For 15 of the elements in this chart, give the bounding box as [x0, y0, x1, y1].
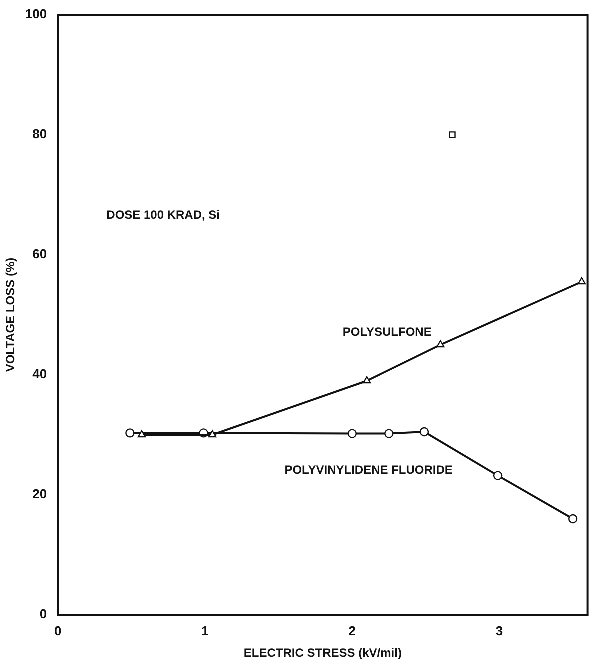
- series-label: POLYSULFONE: [342, 325, 432, 339]
- y-tick-label: 20: [32, 486, 48, 502]
- y-tick-label: 0: [40, 606, 48, 622]
- annotation: DOSE 100 KRAD, Si: [106, 208, 220, 222]
- y-tick-label: 60: [32, 246, 48, 262]
- y-tick-label: 80: [32, 126, 48, 142]
- x-tick-label: 0: [54, 623, 62, 638]
- x-tick-label: 3: [496, 623, 504, 638]
- y-axis-title: VOLTAGE LOSS (%): [4, 258, 18, 372]
- y-tick-label: 40: [32, 366, 48, 382]
- x-tick-label: 1: [202, 623, 209, 638]
- y-tick-label: 100: [25, 6, 48, 22]
- series-label: POLYVINYLIDENE FLUORIDE: [284, 463, 453, 477]
- x-axis-title: ELECTRIC STRESS (kV/mil): [244, 646, 402, 660]
- x-tick-label: 2: [348, 623, 356, 638]
